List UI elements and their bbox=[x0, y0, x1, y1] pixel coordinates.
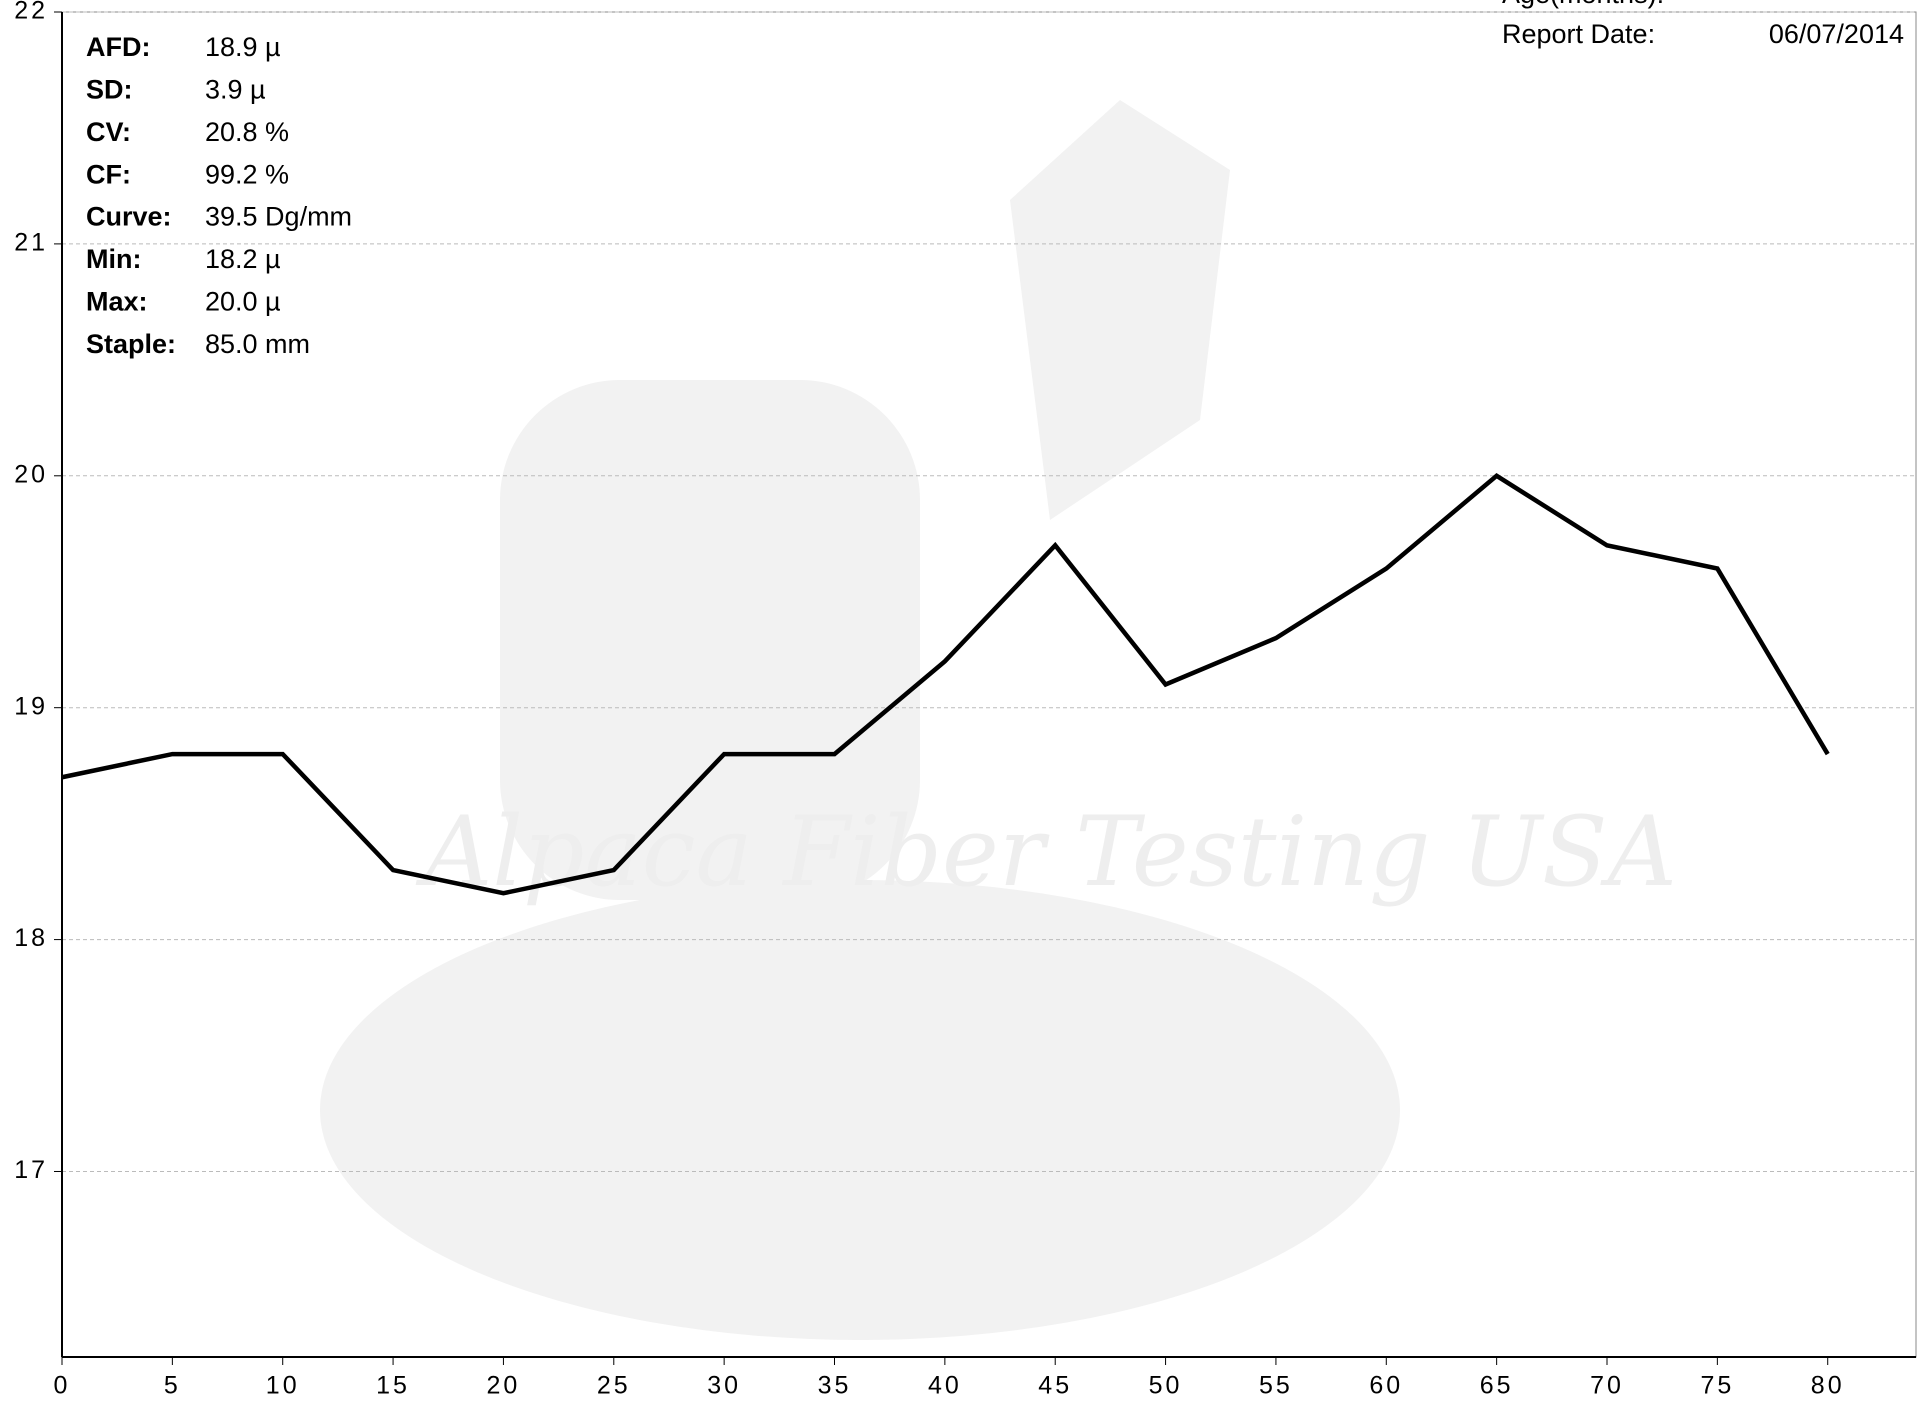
x-tick-label: 15 bbox=[376, 1372, 410, 1400]
x-tick-label: 60 bbox=[1369, 1372, 1403, 1400]
watermark: Alpaca Fiber Testing USA bbox=[415, 796, 1677, 908]
report-date-label: Report Date: bbox=[1502, 19, 1655, 49]
stat-value: 18.9 µ bbox=[205, 32, 281, 62]
stat-label: AFD: bbox=[86, 32, 150, 62]
x-tick-label: 25 bbox=[597, 1372, 631, 1400]
x-tick-label: 80 bbox=[1811, 1372, 1845, 1400]
stat-label: CV: bbox=[86, 117, 131, 147]
y-tick-label: 20 bbox=[14, 460, 48, 488]
x-tick-label: 75 bbox=[1700, 1372, 1734, 1400]
x-tick-label: 45 bbox=[1038, 1372, 1072, 1400]
y-tick-label: 19 bbox=[14, 692, 48, 720]
stat-label: Max: bbox=[86, 287, 148, 317]
x-tick-label: 65 bbox=[1480, 1372, 1514, 1400]
watermark-image bbox=[320, 100, 1400, 1340]
x-tick-label: 30 bbox=[707, 1372, 741, 1400]
stat-value: 20.0 µ bbox=[205, 287, 281, 317]
y-tick-label: 18 bbox=[14, 924, 48, 952]
y-tick-label: 21 bbox=[14, 229, 48, 257]
report-age-label: Age(months): bbox=[1502, 0, 1664, 9]
stat-value: 85.0 mm bbox=[205, 329, 310, 359]
x-tick-label: 5 bbox=[164, 1372, 181, 1400]
y-tick-label: 17 bbox=[14, 1156, 48, 1184]
stat-value: 18.2 µ bbox=[205, 244, 281, 274]
y-tick-label: 22 bbox=[14, 0, 48, 25]
x-tick-label: 10 bbox=[266, 1372, 300, 1400]
x-tick-label: 50 bbox=[1149, 1372, 1183, 1400]
stat-label: Curve: bbox=[86, 202, 172, 232]
report-date: 06/07/2014 bbox=[1769, 19, 1904, 49]
x-tick-label: 55 bbox=[1259, 1372, 1293, 1400]
x-tick-label: 0 bbox=[54, 1372, 71, 1400]
stat-label: CF: bbox=[86, 159, 131, 189]
stat-label: Min: bbox=[86, 244, 141, 274]
stat-label: Staple: bbox=[86, 329, 176, 359]
stat-value: 20.8 % bbox=[205, 117, 289, 147]
chart: Alpaca Fiber Testing USA 17 18 19 20 21 22 0 5 1… bbox=[0, 0, 1923, 1404]
stat-label: SD: bbox=[86, 75, 133, 105]
stat-value: 3.9 µ bbox=[205, 75, 266, 105]
x-tick-label: 40 bbox=[928, 1372, 962, 1400]
x-tick-label: 35 bbox=[818, 1372, 852, 1400]
stat-value: 39.5 Dg/mm bbox=[205, 202, 352, 232]
x-tick-label: 20 bbox=[487, 1372, 521, 1400]
stat-value: 99.2 % bbox=[205, 159, 289, 189]
x-tick-label: 70 bbox=[1590, 1372, 1624, 1400]
